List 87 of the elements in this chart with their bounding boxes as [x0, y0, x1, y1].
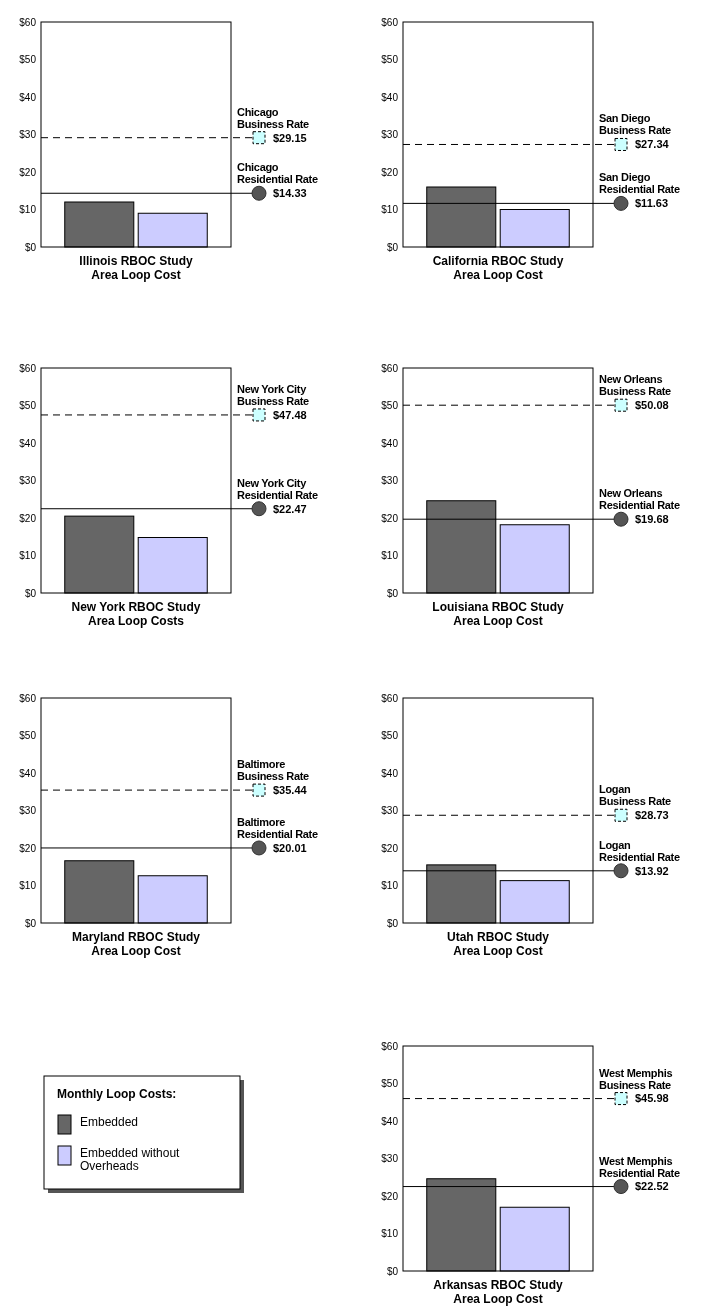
y-tick-label: $0: [24, 587, 37, 599]
y-tick-label: $60: [381, 1040, 399, 1052]
y-tick-label: $0: [386, 917, 399, 929]
y-tick-label: $20: [19, 512, 37, 524]
text: $11.63: [635, 197, 669, 210]
y-tick-label: $0: [386, 587, 399, 599]
text: $45.98: [635, 1092, 669, 1105]
y-tick-label: $50: [381, 1078, 399, 1089]
y-tick-label: $40: [19, 767, 37, 779]
y-tick-label: $10: [19, 550, 37, 561]
x-axis-title: Illinois RBOC Study Area Loop Cost: [79, 254, 193, 282]
y-tick-label: $40: [381, 767, 399, 779]
y-tick-label: $10: [19, 204, 37, 215]
y-tick-label: $20: [19, 166, 37, 178]
y-tick-label: $40: [381, 1115, 399, 1127]
y-tick-label: $30: [19, 805, 37, 816]
y-tick-label: $30: [381, 129, 399, 140]
ref-line-label: Baltimore Residential Rate: [237, 815, 318, 840]
y-tick-label: $0: [386, 1265, 399, 1277]
text: $35.44: [273, 783, 308, 796]
y-tick-label: $30: [381, 805, 399, 816]
y-tick-label: $50: [19, 730, 37, 741]
legend-title: Monthly Loop Costs:: [57, 1087, 177, 1101]
text: $27.34: [635, 138, 670, 151]
y-tick-label: $10: [381, 880, 399, 891]
ref-line-label: Baltimore Business Rate: [237, 758, 310, 783]
y-tick-label: $50: [381, 54, 399, 65]
ref-line-label: Logan Residential Rate: [599, 838, 680, 863]
y-tick-label: $50: [19, 54, 37, 65]
y-tick-label: $60: [19, 16, 37, 28]
ref-line-label: New York City Residential Rate: [237, 476, 318, 501]
y-tick-label: $10: [381, 204, 399, 215]
ref-line-label: New Orleans Residential Rate: [599, 487, 680, 512]
y-tick-label: $30: [19, 475, 37, 486]
text: $29.15: [273, 131, 307, 144]
legend-label: Embedded: [80, 1115, 139, 1129]
y-tick-label: $10: [381, 550, 399, 561]
text: $20.01: [273, 841, 307, 854]
x-axis-title: Utah RBOC Study Area Loop Cost: [447, 930, 550, 958]
ref-line-label: West Memphis Residential Rate: [599, 1154, 680, 1179]
text: $47.48: [273, 408, 307, 421]
text: $28.73: [635, 809, 669, 822]
y-tick-label: $20: [381, 166, 399, 178]
y-tick-label: $20: [381, 512, 399, 524]
y-tick-label: $10: [381, 1228, 399, 1239]
y-tick-label: $30: [19, 129, 37, 140]
ref-line-label: Logan Business Rate: [599, 783, 672, 808]
y-tick-label: $60: [381, 16, 399, 28]
ref-line-label: Chicago Business Rate: [237, 105, 310, 130]
ref-line-label: Chicago Residential Rate: [237, 161, 318, 186]
x-axis-title: Arkansas RBOC Study Area Loop Cost: [433, 1278, 564, 1306]
text: $19.68: [635, 513, 669, 526]
x-axis-title: Louisiana RBOC Study Area Loop Cost: [432, 600, 564, 628]
ref-line-label: New Orleans Business Rate: [599, 373, 672, 398]
y-tick-label: $60: [19, 362, 37, 374]
ref-line-label: New York City Business Rate: [237, 382, 310, 407]
ref-line-label: San Diego Residential Rate: [599, 171, 680, 196]
y-tick-label: $60: [381, 362, 399, 374]
y-tick-label: $0: [24, 241, 37, 253]
y-tick-label: $30: [381, 475, 399, 486]
text: $22.47: [273, 502, 307, 515]
y-tick-label: $0: [24, 917, 37, 929]
y-tick-label: $40: [19, 437, 37, 449]
x-axis-title: New York RBOC Study Area Loop Costs: [71, 600, 201, 628]
legend-label: Embedded without Overheads: [80, 1146, 181, 1173]
y-tick-label: $40: [19, 91, 37, 103]
x-axis-title: California RBOC Study Area Loop Cost: [432, 254, 564, 282]
ref-line-label: San Diego Business Rate: [599, 112, 672, 137]
y-tick-label: $30: [381, 1153, 399, 1164]
text: $14.33: [273, 187, 307, 200]
text: $22.52: [635, 1180, 669, 1193]
y-tick-label: $50: [381, 730, 399, 741]
y-tick-label: $40: [381, 91, 399, 103]
text: $13.92: [635, 864, 669, 877]
y-tick-label: $40: [381, 437, 399, 449]
y-tick-label: $50: [381, 400, 399, 411]
y-tick-label: $20: [381, 842, 399, 854]
y-tick-label: $0: [386, 241, 399, 253]
y-tick-label: $20: [19, 842, 37, 854]
y-tick-label: $60: [381, 692, 399, 704]
y-tick-label: $60: [19, 692, 37, 704]
ref-line-label: West Memphis Business Rate: [599, 1066, 673, 1091]
text: $50.08: [635, 399, 669, 412]
x-axis-title: Maryland RBOC Study Area Loop Cost: [71, 930, 201, 958]
y-tick-label: $10: [19, 880, 37, 891]
y-tick-label: $50: [19, 400, 37, 411]
y-tick-label: $20: [381, 1190, 399, 1202]
